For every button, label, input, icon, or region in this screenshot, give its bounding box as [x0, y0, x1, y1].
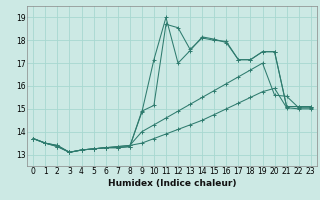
- X-axis label: Humidex (Indice chaleur): Humidex (Indice chaleur): [108, 179, 236, 188]
